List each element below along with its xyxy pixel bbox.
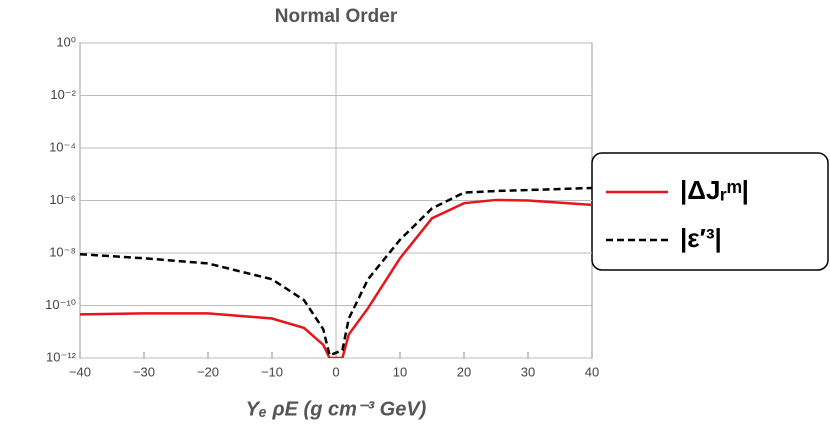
y-tick-label: 10⁻² bbox=[50, 87, 76, 102]
y-tick-label: 10⁻¹⁰ bbox=[45, 297, 76, 312]
x-tick-label: 20 bbox=[457, 364, 471, 379]
x-tick-label: 10 bbox=[393, 364, 407, 379]
legend-label: |ΔJᵣᵐ| bbox=[680, 175, 749, 205]
y-tick-label: 10⁻⁸ bbox=[49, 244, 76, 259]
x-tick-label: −20 bbox=[197, 364, 219, 379]
data-line bbox=[80, 186, 592, 358]
y-tick-label: 10⁰ bbox=[56, 34, 76, 49]
chart-title: Normal Order bbox=[275, 6, 398, 27]
x-tick-label: 0 bbox=[332, 364, 339, 379]
y-tick-label: 10⁻⁴ bbox=[49, 139, 76, 154]
legend-label: |ε′³| bbox=[680, 223, 722, 253]
data-line bbox=[80, 198, 592, 358]
x-tick-label: −40 bbox=[69, 364, 91, 379]
plot-area bbox=[80, 186, 592, 358]
x-tick-label: 40 bbox=[585, 364, 599, 379]
x-tick-label: 30 bbox=[521, 364, 535, 379]
y-tick-label: 10⁻⁶ bbox=[49, 192, 76, 207]
x-axis-label: Yₑ ρE (g cm⁻³ GeV) bbox=[246, 398, 427, 420]
x-tick-label: −10 bbox=[261, 364, 283, 379]
x-tick-label: −30 bbox=[133, 364, 155, 379]
y-tick-label: 10⁻¹² bbox=[46, 349, 77, 364]
